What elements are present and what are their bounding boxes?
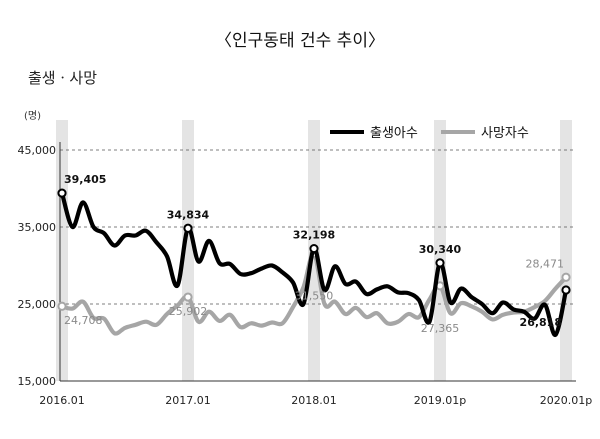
y-tick-labels: 45,000 35,000 25,000 15,000	[18, 144, 57, 388]
x-tick-label: 2017.01	[165, 394, 211, 407]
x-tick-label: 2018.01	[291, 394, 337, 407]
data-label: 28,471	[526, 257, 565, 270]
data-point-marker	[183, 292, 193, 302]
x-tick-label: 2016.01	[39, 394, 85, 407]
x-tick-label: 2020.01p	[540, 394, 592, 407]
y-tick-label: 15,000	[18, 375, 57, 388]
data-label: 25,902	[169, 305, 208, 318]
data-point-marker	[183, 223, 193, 233]
january-highlight-band-4	[560, 120, 572, 381]
data-point-marker	[561, 272, 571, 282]
data-label: 27,365	[421, 322, 460, 335]
legend: 출생아수 사망자수	[330, 126, 529, 141]
january-highlight-band-0	[56, 120, 68, 381]
x-tick-labels: 2016.01 2017.01 2018.01 2019.01p 2020.01p	[39, 394, 592, 407]
data-label: 24,708	[64, 314, 103, 327]
x-tick-label: 2019.01p	[414, 394, 466, 407]
data-label: 31,550	[295, 290, 334, 303]
chart-title: 〈인구동태 건수 추이〉	[215, 31, 385, 51]
data-labels: 39,405 34,834 32,198 30,340 26,818 24,708 25,9…	[64, 173, 564, 335]
data-label: 39,405	[64, 173, 106, 186]
data-point-marker	[57, 301, 67, 311]
data-label: 26,818	[520, 316, 562, 329]
legend-label-deaths: 사망자수	[481, 126, 529, 141]
data-label: 34,834	[167, 208, 210, 221]
y-tick-label: 25,000	[18, 298, 57, 311]
highlight-bands	[56, 120, 572, 381]
grid-lines	[60, 149, 576, 305]
january-highlight-band-3	[434, 120, 446, 381]
data-label: 30,340	[419, 243, 462, 256]
chart-subtitle: 출생ㆍ사망	[28, 69, 97, 87]
axes	[59, 142, 576, 382]
january-highlight-band-1	[182, 120, 194, 381]
data-point-marker	[561, 285, 571, 295]
data-label: 32,198	[293, 229, 335, 242]
y-tick-label: 45,000	[18, 144, 57, 157]
y-axis-unit: (명)	[24, 110, 41, 122]
legend-label-births: 출생아수	[370, 126, 418, 141]
data-point-marker	[57, 188, 67, 198]
y-tick-label: 35,000	[18, 221, 57, 234]
series-lines	[57, 188, 571, 337]
data-point-marker	[309, 243, 319, 254]
data-point-marker	[435, 258, 445, 268]
